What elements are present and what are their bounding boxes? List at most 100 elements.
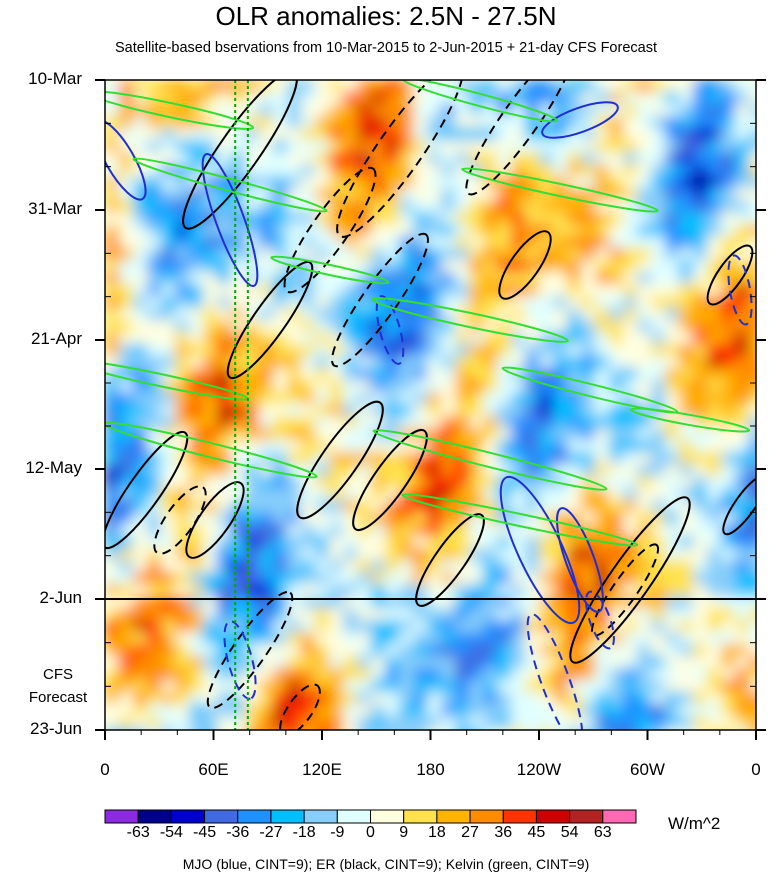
field-cell xyxy=(679,104,694,117)
field-cell xyxy=(511,80,526,93)
field-cell xyxy=(623,188,638,201)
field-cell xyxy=(231,248,246,261)
field-cell xyxy=(259,200,274,213)
x-tick-label: 0 xyxy=(100,760,110,779)
field-cell xyxy=(665,140,680,153)
mjo-contour xyxy=(585,590,615,650)
field-cell xyxy=(707,392,722,405)
field-cell xyxy=(483,284,498,297)
field-cell xyxy=(371,704,386,717)
field-cell xyxy=(161,272,176,285)
field-cell xyxy=(441,164,456,177)
field-cell xyxy=(329,80,344,93)
field-cell xyxy=(637,260,652,273)
field-cell xyxy=(371,680,386,693)
field-cell xyxy=(371,548,386,561)
field-cell xyxy=(553,428,568,441)
field-cell xyxy=(511,440,526,453)
field-cell xyxy=(707,428,722,441)
field-cell xyxy=(413,620,428,633)
field-cell xyxy=(581,680,596,693)
field-cell xyxy=(595,260,610,273)
field-cell xyxy=(623,260,638,273)
field-cell xyxy=(455,296,470,309)
field-cell xyxy=(483,128,498,141)
field-cell xyxy=(553,656,568,669)
field-cell xyxy=(259,560,274,573)
field-cell xyxy=(245,524,260,537)
field-cell xyxy=(539,548,554,561)
field-cell xyxy=(231,356,246,369)
field-cell xyxy=(581,224,596,237)
field-cell xyxy=(721,224,736,237)
colorbar-swatch xyxy=(137,809,172,824)
field-cell xyxy=(749,128,756,141)
field-cell xyxy=(525,380,540,393)
field-cell xyxy=(147,668,162,681)
field-cell xyxy=(203,608,218,621)
field-cell xyxy=(315,704,330,717)
field-cell xyxy=(455,188,470,201)
field-cell xyxy=(357,704,372,717)
field-cell xyxy=(259,116,274,129)
field-cell xyxy=(189,656,204,669)
field-cell xyxy=(301,212,316,225)
field-cell xyxy=(567,680,582,693)
field-cell xyxy=(133,260,148,273)
field-cell xyxy=(735,704,750,717)
field-cell xyxy=(721,284,736,297)
field-cell xyxy=(469,452,484,465)
field-cell xyxy=(147,548,162,561)
field-cell xyxy=(245,212,260,225)
field-cell xyxy=(721,344,736,357)
field-cell xyxy=(259,416,274,429)
field-cell xyxy=(189,356,204,369)
field-cell xyxy=(357,404,372,417)
field-cell xyxy=(385,260,400,273)
field-cell xyxy=(623,644,638,657)
field-cell xyxy=(357,584,372,597)
field-cell xyxy=(399,200,414,213)
field-cell xyxy=(539,92,554,105)
field-cell xyxy=(371,332,386,345)
field-cell xyxy=(651,152,666,165)
field-cell xyxy=(595,656,610,669)
field-cell xyxy=(441,704,456,717)
field-cell xyxy=(707,188,722,201)
field-cell xyxy=(651,728,666,730)
field-cell xyxy=(721,596,736,609)
er-contour xyxy=(415,513,485,607)
field-cell xyxy=(413,668,428,681)
field-cell xyxy=(483,500,498,513)
field-cell xyxy=(707,92,722,105)
field-cell xyxy=(483,380,498,393)
field-cell xyxy=(385,500,400,513)
field-cell xyxy=(455,128,470,141)
field-cell xyxy=(581,248,596,261)
field-cell xyxy=(707,248,722,261)
field-cell xyxy=(497,728,512,730)
field-cell xyxy=(609,548,624,561)
field-cell xyxy=(623,524,638,537)
field-cell xyxy=(133,92,148,105)
field-cell xyxy=(469,668,484,681)
field-cell xyxy=(721,380,736,393)
colorbar-label: -54 xyxy=(159,824,183,841)
field-cell xyxy=(133,224,148,237)
field-cell xyxy=(133,272,148,285)
field-cell xyxy=(301,320,316,333)
field-cell xyxy=(483,416,498,429)
field-cell xyxy=(441,404,456,417)
colorbar-label: -45 xyxy=(193,824,217,841)
field-cell xyxy=(665,620,680,633)
field-cell xyxy=(329,368,344,381)
field-cell xyxy=(217,80,232,93)
field-cell xyxy=(609,428,624,441)
field-cell xyxy=(343,380,358,393)
field-cell xyxy=(469,116,484,129)
field-cell xyxy=(427,728,442,730)
field-cell xyxy=(217,620,232,633)
field-cell xyxy=(189,488,204,501)
field-cell xyxy=(161,500,176,513)
